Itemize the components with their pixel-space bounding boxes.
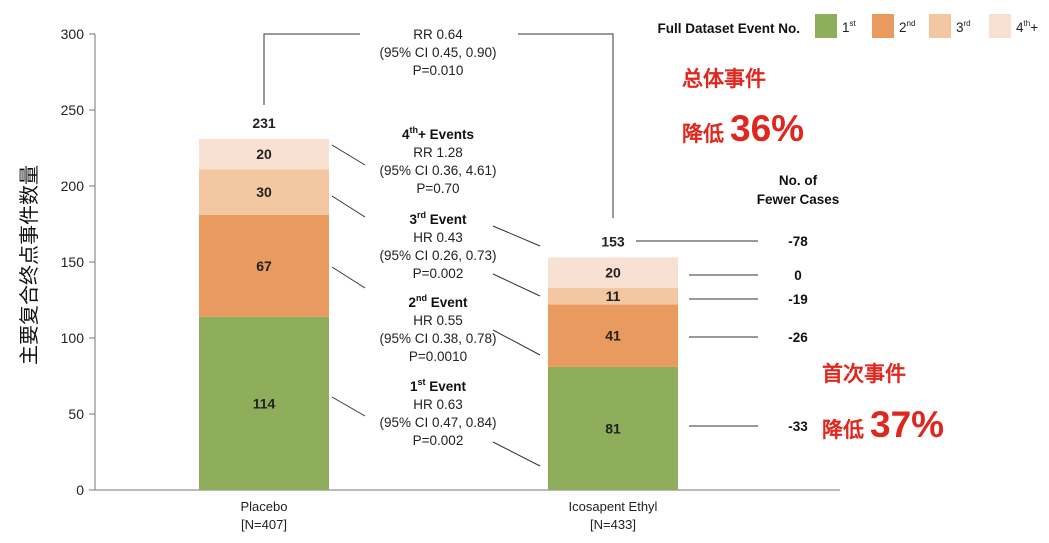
category-sub-icosapent: [N=433] — [590, 517, 636, 532]
bar-value-label-icosapent-4th: 20 — [605, 265, 621, 281]
comparison-2nd-p: P=0.0010 — [409, 349, 467, 364]
legend-label-4th: 4th+ — [1016, 19, 1038, 35]
fewer-cases-1st: -33 — [788, 419, 808, 434]
comparison-2nd-hr: HR 0.55 — [413, 313, 463, 328]
comparison-1st-ci: (95% CI 0.47, 0.84) — [379, 415, 496, 430]
comparison-1st-p: P=0.002 — [413, 433, 464, 448]
bar-value-label-icosapent-2nd: 41 — [605, 328, 621, 344]
overall-p: P=0.010 — [413, 63, 464, 78]
comparison-4th-p: P=0.70 — [416, 181, 459, 196]
bar-segment-icosapent-2nd — [548, 304, 678, 367]
callout-overall-reduction: 降低 36% — [682, 108, 804, 149]
bars — [199, 138, 678, 490]
comparison-4th-ci: (95% CI 0.36, 4.61) — [379, 163, 496, 178]
bar-segment-placebo-1st — [199, 316, 329, 490]
bar-value-labels: 114 67 30 20 81 41 11 20 — [253, 146, 621, 436]
comparison-3rd-ci: (95% CI 0.26, 0.73) — [379, 248, 496, 263]
bar-segment-placebo-4th — [199, 138, 329, 170]
fewer-cases-total: -78 — [788, 234, 808, 249]
y-tick-label: 150 — [61, 254, 85, 270]
category-sub-placebo: [N=407] — [241, 517, 287, 532]
bar-value-label-placebo-2nd: 67 — [256, 258, 272, 274]
category-label-icosapent: Icosapent Ethyl — [569, 499, 658, 514]
bar-value-label-placebo-4th: 20 — [256, 146, 272, 162]
legend-label-3rd: 3rd — [956, 19, 971, 35]
overall-rr: RR 0.64 — [413, 27, 463, 42]
bar-value-label-icosapent-3rd: 11 — [606, 288, 621, 304]
bar-segment-icosapent-4th — [548, 257, 678, 288]
bar-value-label-icosapent-1st: 81 — [605, 420, 621, 436]
legend-swatch-2nd — [872, 14, 894, 38]
category-label-placebo: Placebo — [241, 499, 288, 514]
y-tick-label: 300 — [61, 26, 85, 42]
y-ticks: 0 50 100 150 200 250 300 — [61, 26, 95, 498]
bar-value-label-placebo-1st: 114 — [253, 395, 276, 411]
bar-segment-icosapent-1st — [548, 366, 678, 490]
y-tick-label: 200 — [61, 178, 85, 194]
legend: 1st 2nd 3rd 4th+ — [815, 14, 1038, 38]
legend-swatch-1st — [815, 14, 837, 38]
y-tick-label: 250 — [61, 102, 85, 118]
comparison-2nd-ci: (95% CI 0.38, 0.78) — [379, 331, 496, 346]
bar-segment-placebo-2nd — [199, 214, 329, 317]
fewer-cases-title-line2: Fewer Cases — [757, 192, 840, 207]
y-tick-label: 0 — [76, 482, 84, 498]
fewer-cases-4th: 0 — [794, 268, 802, 283]
y-tick-label: 50 — [68, 406, 84, 422]
bar-segment-placebo-3rd — [199, 169, 329, 215]
comparison-1st-hr: HR 0.63 — [413, 397, 463, 412]
callout-first-title: 首次事件 — [822, 362, 906, 386]
legend-swatch-4th — [989, 14, 1011, 38]
bar-segment-icosapent-3rd — [548, 287, 678, 305]
comparison-3rd-hr: HR 0.43 — [413, 230, 463, 245]
fewer-cases-title-line1: No. of — [779, 173, 818, 188]
fewer-cases-2nd: -26 — [788, 330, 808, 345]
comparison-4th-rr: RR 1.28 — [413, 145, 463, 160]
fewer-cases-leader-lines — [636, 240, 758, 427]
legend-title: Full Dataset Event No. — [657, 21, 800, 36]
fewer-cases-3rd: -19 — [788, 292, 808, 307]
comparison-3rd-title: 3rd Event — [409, 210, 467, 227]
legend-label-2nd: 2nd — [899, 19, 915, 35]
legend-label-1st: 1st — [842, 19, 857, 35]
comparison-3rd-p: P=0.002 — [413, 266, 464, 281]
comparison-4th-title: 4th+ Events — [402, 125, 474, 142]
total-label-placebo: 231 — [252, 115, 276, 131]
total-label-icosapent: 153 — [601, 233, 625, 249]
y-axis-title: 主要复合终点事件数量 — [18, 165, 41, 365]
callout-first-reduction: 降低 37% — [822, 404, 944, 445]
comparison-1st-title: 1st Event — [410, 377, 467, 394]
y-tick-label: 100 — [61, 330, 85, 346]
overall-bracket-mask — [360, 26, 518, 82]
bar-value-label-placebo-3rd: 30 — [256, 184, 272, 200]
legend-swatch-3rd — [929, 14, 951, 38]
comparison-connectors — [331, 144, 541, 467]
callout-overall-title: 总体事件 — [682, 67, 766, 91]
overall-ci: (95% CI 0.45, 0.90) — [379, 45, 496, 60]
comparison-2nd-title: 2nd Event — [408, 293, 468, 310]
